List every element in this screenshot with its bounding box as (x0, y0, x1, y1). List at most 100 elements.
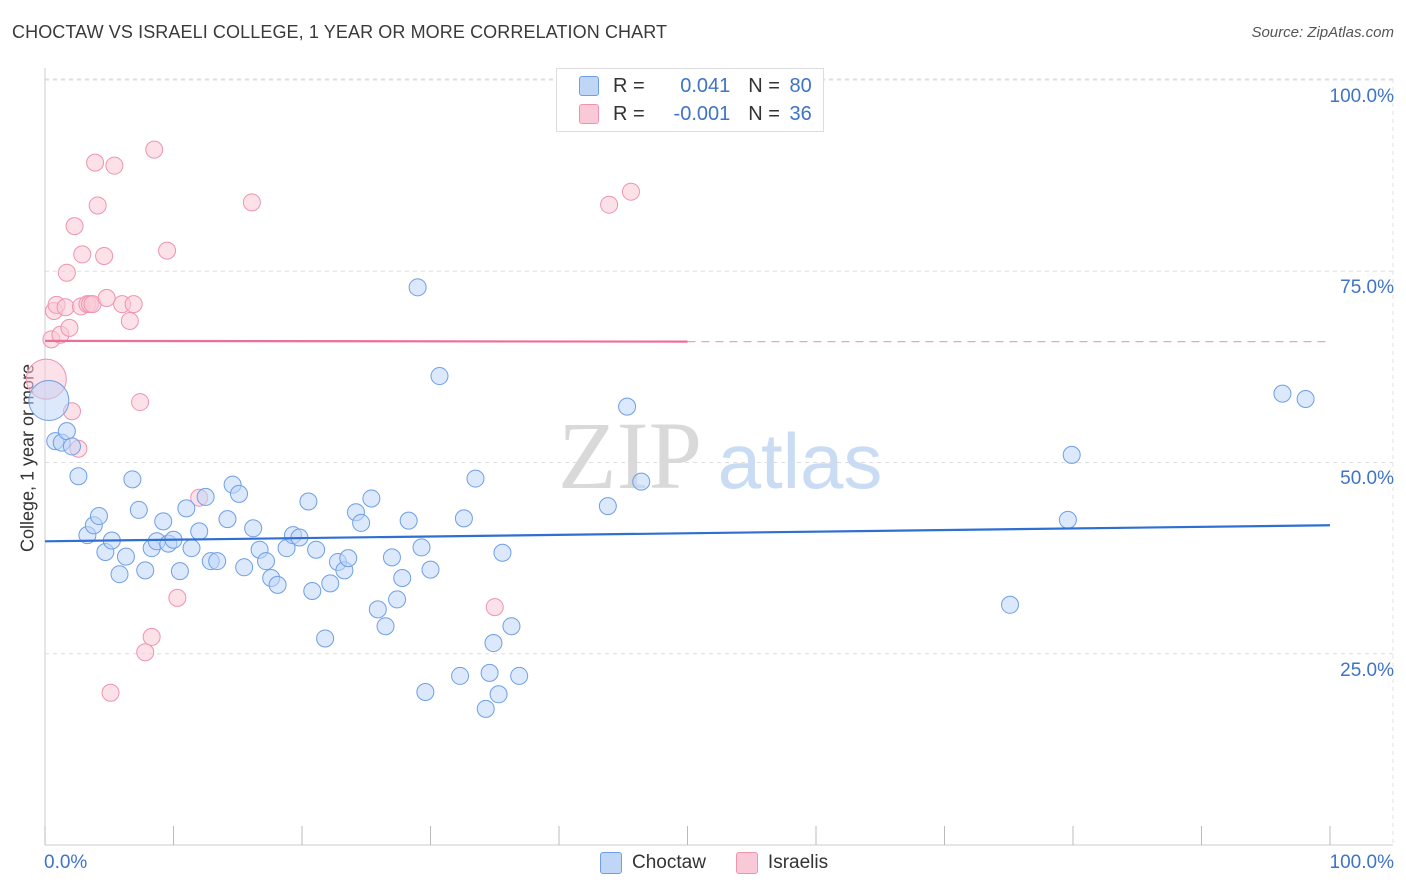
israeli-point (600, 195, 619, 214)
r-value: -0.001 (673, 102, 731, 125)
choctaw-point (408, 278, 427, 297)
choctaw-point (376, 617, 395, 636)
choctaw-point (412, 538, 431, 557)
israeli-points (25, 140, 640, 702)
israeli-point (86, 153, 105, 172)
israeli-point (105, 156, 124, 175)
choctaw-point (123, 470, 142, 489)
israeli-point (242, 193, 261, 212)
choctaw-legend-swatch (600, 852, 622, 874)
choctaw-point (632, 472, 651, 491)
y-tick-100: 100.0% (1329, 86, 1394, 107)
watermark-zip: ZIP (558, 402, 702, 509)
choctaw-point (244, 519, 263, 538)
choctaw-legend-label: Choctaw (632, 852, 706, 873)
choctaw-point (62, 437, 81, 456)
israeli-point (142, 627, 161, 646)
legend-item-choctaw[interactable]: Choctaw (600, 852, 706, 874)
israeli-point (120, 311, 139, 330)
choctaw-point (154, 512, 173, 531)
israeli-point (65, 217, 84, 236)
watermark-atlas: atlas (718, 417, 883, 505)
choctaw-point (182, 539, 201, 558)
choctaw-point (598, 497, 617, 516)
r-label: R = (613, 102, 651, 125)
n-value: 80 (789, 74, 812, 97)
israeli-legend-swatch (735, 852, 758, 874)
israeli-point (95, 246, 114, 265)
choctaw-point (1058, 510, 1077, 529)
israeli-point (73, 245, 92, 264)
choctaw-point (388, 590, 407, 609)
choctaw-point (307, 540, 326, 559)
choctaw-point (129, 500, 148, 519)
choctaw-point (110, 565, 129, 584)
choctaw-point (218, 510, 237, 529)
choctaw-point (1273, 384, 1292, 403)
y-tick-50: 50.0% (1340, 468, 1394, 489)
israeli-point (158, 241, 177, 260)
choctaw-point (362, 489, 381, 508)
israeli-point (131, 393, 150, 412)
r-label: R = (613, 74, 651, 97)
choctaw-point (399, 511, 418, 530)
choctaw-point (303, 582, 322, 601)
choctaw-point (257, 552, 276, 571)
source-credit: Source: ZipAtlas.com (1251, 24, 1394, 41)
n-value: 36 (789, 102, 812, 125)
n-label: N = (748, 102, 786, 125)
choctaw-point (480, 663, 499, 682)
choctaw-point (57, 422, 76, 441)
choctaw-point (299, 492, 318, 511)
israeli-point (101, 683, 120, 702)
choctaw-point (382, 548, 401, 567)
x-tick-left: 0.0% (44, 852, 88, 873)
correlation-legend: R = 0.041 N = 80 R = -0.001 N = 36 (556, 68, 824, 132)
r-value: 0.041 (674, 74, 731, 97)
axes (44, 68, 1393, 846)
legend-row-israelis: R = -0.001 N = 36 (579, 102, 812, 126)
choctaw-point (321, 574, 340, 593)
y-tick-75: 75.0% (1340, 277, 1394, 298)
choctaw-point (451, 666, 470, 685)
trend-lines (44, 339, 1331, 543)
israeli-point (88, 196, 107, 215)
y-tick-25: 25.0% (1340, 660, 1394, 681)
israeli-point (60, 318, 79, 337)
choctaw-point (510, 666, 529, 685)
choctaw-point (116, 547, 135, 566)
legend-item-israelis[interactable]: Israelis (735, 852, 828, 874)
choctaw-point (352, 513, 371, 532)
choctaw-point (484, 634, 503, 653)
choctaw-point (235, 558, 254, 577)
choctaw-point (368, 600, 387, 619)
choctaw-point (430, 367, 449, 386)
choctaw-point (393, 569, 412, 588)
israeli-point (168, 588, 187, 607)
choctaw-point (208, 552, 227, 571)
choctaw-point (136, 561, 155, 580)
series-legend: Choctaw Israelis (600, 852, 858, 874)
n-label: N = (748, 74, 786, 97)
israeli-point (145, 140, 164, 159)
choctaw-point (196, 487, 215, 506)
watermark: ZIP atlas (558, 402, 882, 509)
choctaw-point (618, 397, 637, 416)
x-tick-right: 100.0% (1329, 852, 1394, 873)
choctaw-point (476, 699, 495, 718)
choctaw-point (1296, 390, 1315, 409)
choctaw-point (190, 522, 209, 541)
israeli-point (57, 263, 76, 282)
choctaw-point (339, 549, 358, 568)
israeli-point (124, 295, 143, 314)
choctaw-point (316, 629, 335, 648)
legend-row-choctaw: R = 0.041 N = 80 (579, 74, 812, 98)
choctaw-point (454, 509, 473, 528)
israeli-trend-line (44, 339, 688, 343)
choctaw-point (1001, 595, 1020, 614)
choctaw-point (502, 617, 521, 636)
choctaw-point (28, 380, 70, 422)
choctaw-point (177, 499, 196, 518)
israeli-point (97, 289, 116, 308)
